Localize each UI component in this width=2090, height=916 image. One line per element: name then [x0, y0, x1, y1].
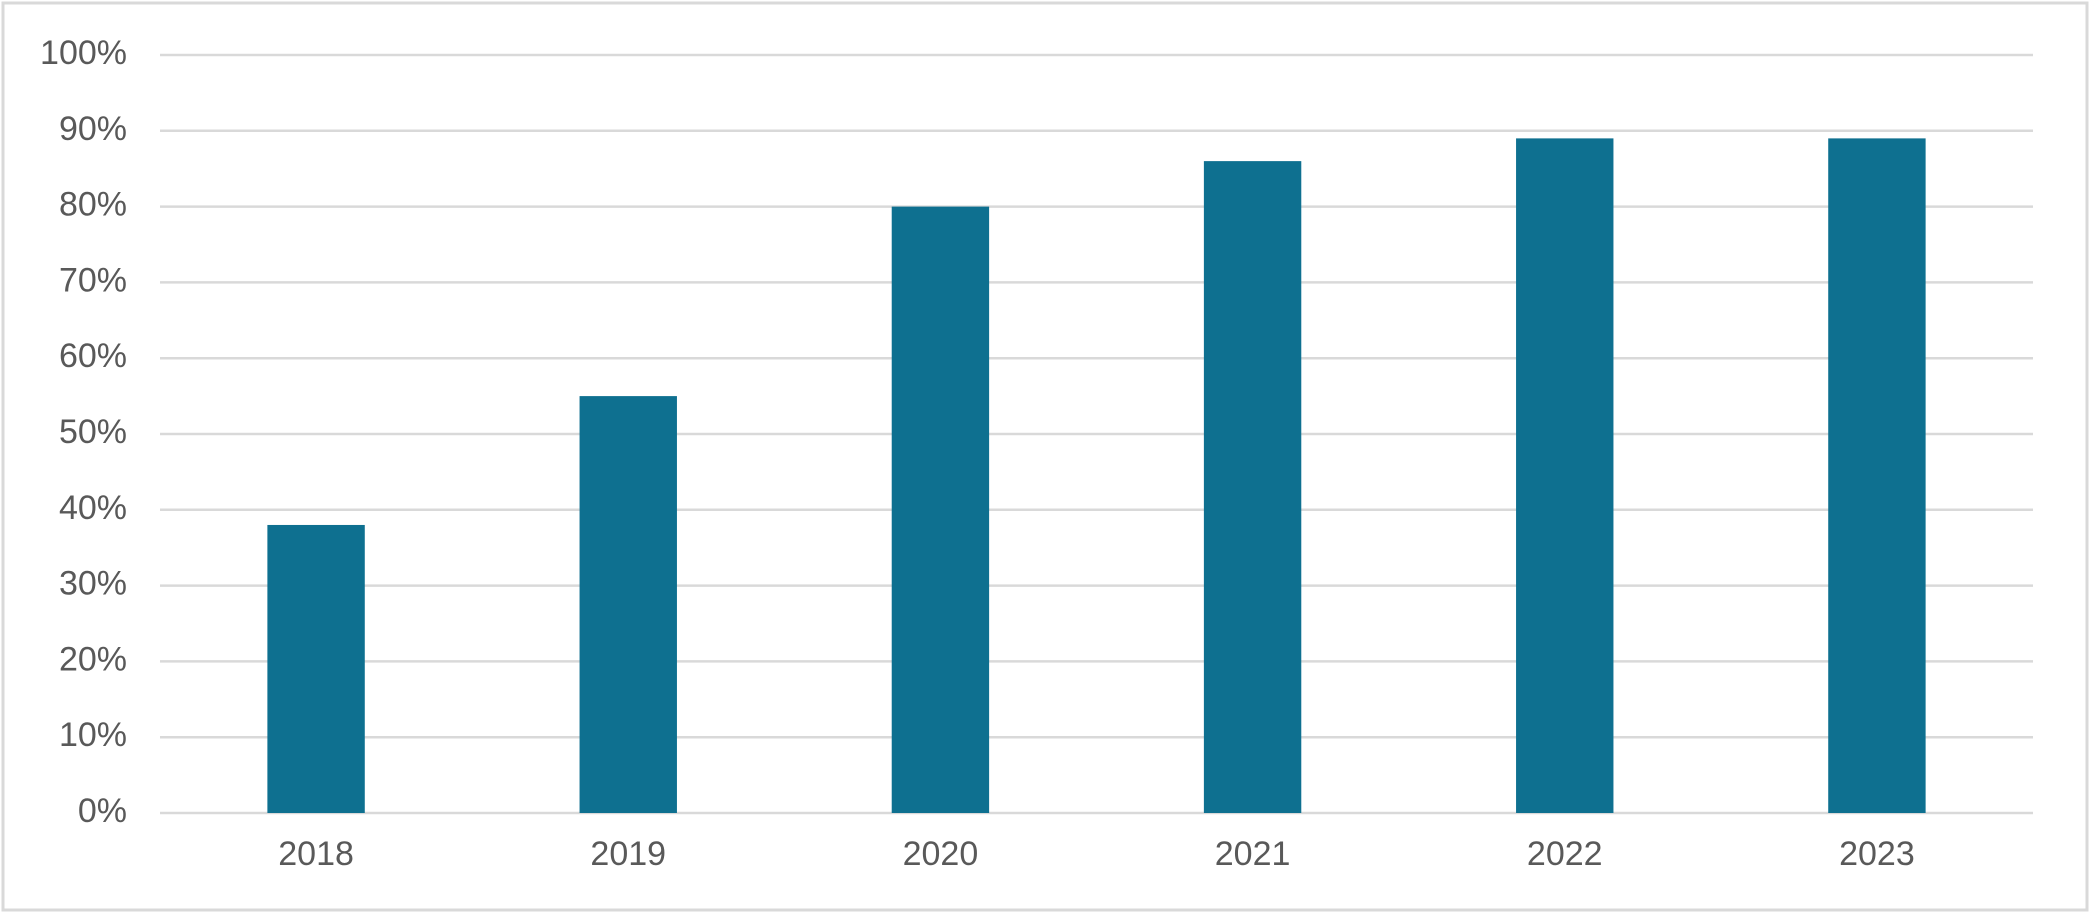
y-tick-label: 60%	[59, 337, 127, 375]
x-tick-label: 2022	[1527, 835, 1603, 873]
bar	[891, 206, 990, 814]
y-tick-label: 50%	[59, 413, 127, 451]
y-tick-label: 70%	[59, 261, 127, 299]
y-tick-label: 100%	[40, 34, 127, 72]
bar	[1203, 161, 1302, 813]
y-tick-label: 0%	[78, 792, 127, 830]
bar	[1516, 138, 1614, 813]
x-tick-label: 2020	[903, 835, 979, 873]
bar	[1828, 138, 1926, 813]
y-tick-label: 40%	[59, 489, 127, 527]
bar	[579, 396, 677, 813]
y-tick-label: 10%	[59, 716, 127, 754]
x-tick-label: 2021	[1215, 835, 1291, 873]
x-tick-label: 2019	[590, 835, 666, 873]
x-tick-label: 2023	[1839, 835, 1915, 873]
x-tick-label: 2018	[278, 835, 354, 873]
y-tick-label: 30%	[59, 565, 127, 603]
bar	[267, 524, 365, 813]
y-tick-label: 90%	[59, 110, 127, 148]
y-tick-label: 20%	[59, 640, 127, 678]
y-tick-label: 80%	[59, 186, 127, 224]
